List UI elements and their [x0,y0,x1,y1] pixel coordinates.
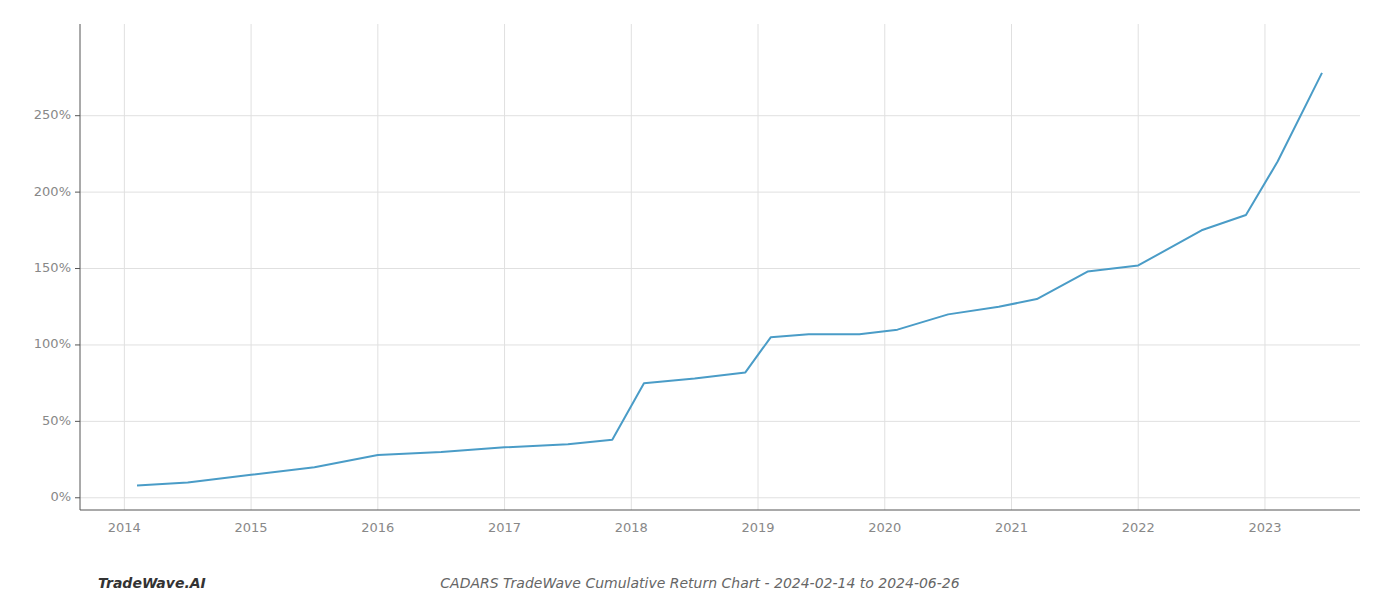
data-group [137,73,1322,486]
y-tick [75,268,80,269]
grid-line-x [504,24,505,510]
y-tick-label: 100% [34,336,71,351]
grid-line-x [758,24,759,510]
grid-line-x [884,24,885,510]
y-tick-label: 0% [50,489,71,504]
data-line [137,73,1322,486]
grid-line-y [80,268,1360,269]
y-tick-label: 200% [34,184,71,199]
x-tick-label: 2017 [488,520,521,535]
x-tick-label: 2018 [615,520,648,535]
grid-line-y [80,421,1360,422]
grid-line-x [1138,24,1139,510]
x-axis-line [80,510,1360,511]
x-tick-label: 2015 [235,520,268,535]
x-tick-label: 2021 [995,520,1028,535]
y-tick-label: 150% [34,260,71,275]
watermark: TradeWave.AI [98,575,206,591]
x-tick-label: 2022 [1122,520,1155,535]
grid-line-y [80,115,1360,116]
y-tick-label: 50% [42,413,71,428]
grid [80,24,1360,510]
grid-line-y [80,344,1360,345]
grid-line-x [124,24,125,510]
grid-line-x [251,24,252,510]
chart-container: 0% 50% 100% 150% 200% 250% 2014 2015 2016 2017 201… [0,0,1400,600]
x-tick-label: 2014 [108,520,141,535]
x-tick-label: 2016 [361,520,394,535]
x-tick-label: 2020 [868,520,901,535]
grid-line-y [80,497,1360,498]
chart-title: CADARS TradeWave Cumulative Return Chart… [440,575,959,591]
background [0,0,1400,600]
y-tick [75,421,80,422]
y-tick-label: 250% [34,107,71,122]
y-axis-line [80,24,81,510]
grid-line-x [631,24,632,510]
y-tick [75,497,80,498]
x-tick-label: 2023 [1248,520,1281,535]
grid-line-x [1011,24,1012,510]
grid-line-y [80,192,1360,193]
x-tick-label: 2019 [741,520,774,535]
grid-line-x [1264,24,1265,510]
axes: 0% 50% 100% 150% 200% 250% 2014 2015 2016 2017 201… [34,24,1360,535]
y-tick [75,344,80,345]
y-tick [75,115,80,116]
grid-line-x [377,24,378,510]
y-tick [75,192,80,193]
chart-svg: 0% 50% 100% 150% 200% 250% 2014 2015 2016 2017 201… [0,0,1400,600]
